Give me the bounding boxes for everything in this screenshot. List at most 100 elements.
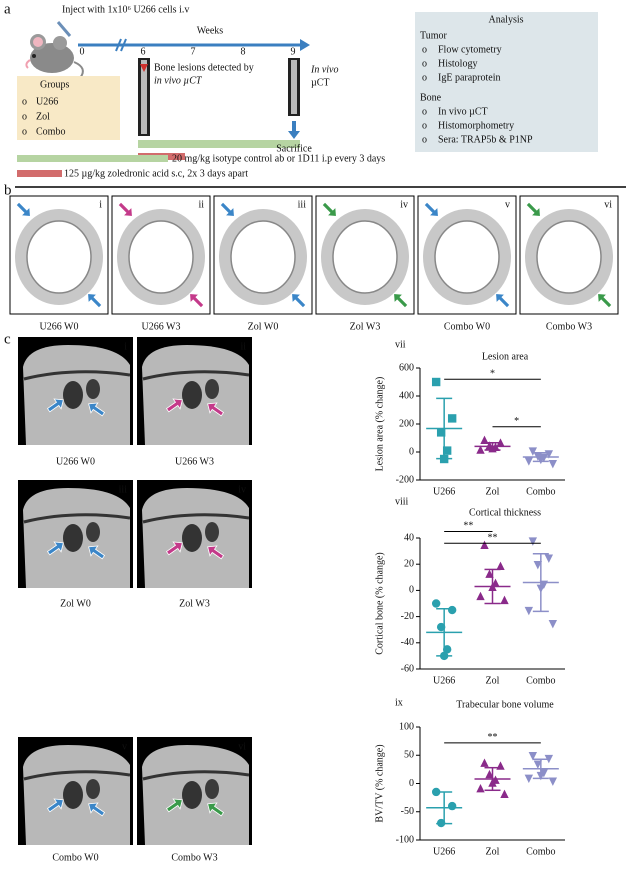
data-point xyxy=(431,599,441,608)
treatment-legend-bar xyxy=(17,170,62,177)
image-caption: Zol W0 xyxy=(248,321,279,332)
bullet: o xyxy=(22,111,27,122)
groups-title: Groups xyxy=(40,79,70,90)
data-point xyxy=(524,457,534,466)
significance-label: ** xyxy=(463,521,473,532)
bullet: o xyxy=(422,134,427,145)
bone-cortex-edge xyxy=(230,220,296,294)
growth-plate xyxy=(142,370,250,381)
lesion xyxy=(63,781,83,809)
y-tick-label: 0 xyxy=(409,585,414,596)
image-numeral: i xyxy=(124,341,127,352)
significance-label: * xyxy=(514,416,519,427)
growth-plate xyxy=(142,513,250,524)
data-point xyxy=(436,622,446,632)
group-item: Zol xyxy=(36,111,50,122)
week-tick-label: 6 xyxy=(141,46,146,57)
bone-cortex xyxy=(15,209,103,305)
image-caption: U266 W3 xyxy=(175,456,214,467)
y-tick-label: 0 xyxy=(409,446,414,457)
x-tick-label: Zol xyxy=(486,675,500,686)
lesion xyxy=(86,779,100,799)
x-tick-label: Zol xyxy=(486,486,500,497)
data-point xyxy=(548,460,558,469)
y-tick-label: -50 xyxy=(401,806,414,817)
arrow xyxy=(423,201,439,217)
week-tick-label: 7 xyxy=(191,46,196,57)
bullet: o xyxy=(422,58,427,69)
bullet: o xyxy=(22,126,27,137)
arrow xyxy=(117,201,133,217)
data-point xyxy=(544,554,554,563)
image-caption: Zol W0 xyxy=(60,598,91,609)
image-caption: Zol W3 xyxy=(179,598,210,609)
sacrifice-arrow xyxy=(288,121,300,139)
lesion-note: in vivo µCT xyxy=(154,75,203,86)
arrow xyxy=(189,293,205,309)
image-caption: Combo W0 xyxy=(52,852,98,863)
arrow xyxy=(88,402,106,417)
timeline-arrowhead xyxy=(300,39,310,51)
image-numeral: vi xyxy=(604,199,612,210)
data-point xyxy=(533,760,543,769)
growth-plate xyxy=(23,513,131,524)
final-note: µCT xyxy=(311,77,330,88)
chart-numeral: viii xyxy=(395,496,409,507)
scan-bone xyxy=(141,60,147,134)
lesion xyxy=(205,379,219,399)
lesion xyxy=(63,524,83,552)
group-item: Combo xyxy=(36,126,65,137)
image-numeral: iv xyxy=(400,199,408,210)
image-caption: U266 W3 xyxy=(142,321,181,332)
week-tick-label: 0 xyxy=(80,46,85,57)
data-point xyxy=(476,783,485,793)
lesion xyxy=(86,379,100,399)
image-numeral: iv xyxy=(238,484,246,495)
x-tick-label: U266 xyxy=(433,486,455,497)
week-tick-label: 8 xyxy=(241,46,246,57)
bone-cortex-edge xyxy=(332,220,398,294)
growth-plate xyxy=(23,370,131,381)
lesion xyxy=(63,381,83,409)
sacrifice-text: Sacrifice xyxy=(276,143,312,154)
arrow xyxy=(207,802,225,817)
y-tick-label: -100 xyxy=(396,834,414,845)
panel-label: c xyxy=(4,331,11,347)
arrow xyxy=(393,293,409,309)
y-tick-label: 40 xyxy=(404,532,414,543)
bone-cortex xyxy=(423,209,511,305)
arrow xyxy=(165,798,183,813)
y-tick-label: 200 xyxy=(399,418,414,429)
bullet: o xyxy=(22,96,27,107)
bone-cortex-edge xyxy=(434,220,500,294)
bone-cortex xyxy=(321,209,409,305)
data-point xyxy=(528,537,538,546)
image-numeral: iii xyxy=(119,484,128,495)
image-numeral: iii xyxy=(298,199,307,210)
arrow xyxy=(219,201,235,217)
x-tick-label: Combo xyxy=(526,486,555,497)
chart-title: Lesion area xyxy=(482,351,529,362)
x-tick-label: Zol xyxy=(486,846,500,857)
bullet: o xyxy=(422,120,427,131)
arrow xyxy=(525,201,541,217)
x-tick-label: U266 xyxy=(433,675,455,686)
y-tick-label: -20 xyxy=(401,611,414,622)
arrow xyxy=(321,201,337,217)
data-point xyxy=(447,801,457,811)
data-point xyxy=(480,540,489,550)
analysis-item: In vivo µCT xyxy=(438,106,488,117)
x-tick-label: U266 xyxy=(433,846,455,857)
data-point xyxy=(496,761,505,770)
image-caption: Combo W3 xyxy=(171,852,217,863)
arrow xyxy=(165,398,183,413)
data-point xyxy=(485,769,494,779)
chart-numeral: ix xyxy=(395,697,403,708)
y-axis-label: Lesion area (% change) xyxy=(374,377,385,472)
y-tick-label: -200 xyxy=(396,474,414,485)
data-point xyxy=(436,428,446,437)
data-point xyxy=(500,595,509,605)
data-point xyxy=(548,777,558,786)
data-point xyxy=(476,445,485,454)
data-point xyxy=(544,754,554,764)
